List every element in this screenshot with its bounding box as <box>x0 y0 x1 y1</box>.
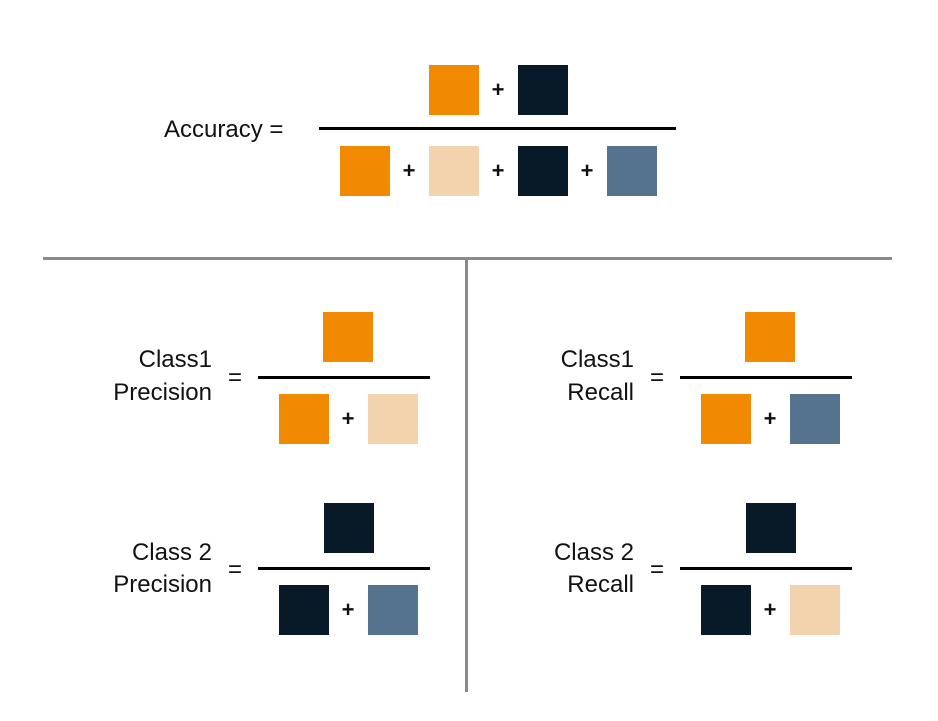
plus-sign: + <box>580 158 594 183</box>
accuracy-denominator-class2-correct-square <box>518 146 568 196</box>
accuracy-denominator-class1-incorrect-square <box>429 146 479 196</box>
plus-sign: + <box>341 597 355 622</box>
equals-sign: = <box>228 556 243 583</box>
class2-recall-fraction-line <box>680 567 852 570</box>
class2-recall-denominator-square-1 <box>701 585 751 635</box>
equals-sign: = <box>228 364 243 391</box>
class1-precision-label-line2: Precision <box>113 379 212 406</box>
class1-precision-label-line1: Class1 <box>138 346 212 373</box>
plus-sign: + <box>763 406 777 431</box>
accuracy-denominator-class1-correct-square <box>340 146 390 196</box>
class1-recall-numerator-square <box>745 312 795 362</box>
class2-precision-denominator-square-1 <box>279 585 329 635</box>
class1-precision-denominator-square-2 <box>368 394 418 444</box>
class1-recall-fraction-line <box>680 376 852 379</box>
class2-precision-label-line2: Precision <box>113 571 212 598</box>
class1-recall-label-line1: Class1 <box>560 346 634 373</box>
plus-sign: + <box>491 158 505 183</box>
equals-sign: = <box>650 364 665 391</box>
class1-recall-denominator-square-2 <box>790 394 840 444</box>
horizontal-divider <box>43 257 892 260</box>
equals-sign: = <box>650 556 665 583</box>
class2-recall-denominator-square-2 <box>790 585 840 635</box>
class1-precision-numerator-square <box>323 312 373 362</box>
class2-precision-fraction-line <box>258 567 430 570</box>
class2-recall-label-line2: Recall <box>567 571 634 598</box>
accuracy-fraction-line <box>319 127 676 130</box>
class2-precision-label-line1: Class 2 <box>131 539 212 566</box>
class2-precision-denominator-square-2 <box>368 585 418 635</box>
plus-sign: + <box>341 406 355 431</box>
class2-precision-numerator-square <box>324 503 374 553</box>
accuracy-numerator-class1-correct-square <box>429 65 479 115</box>
accuracy-denominator-class2-incorrect-square <box>607 146 657 196</box>
plus-sign: + <box>491 77 505 102</box>
class1-recall-label-line2: Recall <box>567 379 634 406</box>
accuracy-numerator-class2-correct-square <box>518 65 568 115</box>
accuracy-label: Accuracy = <box>164 116 284 143</box>
plus-sign: + <box>402 158 416 183</box>
class2-recall-label-line1: Class 2 <box>553 539 634 566</box>
plus-sign: + <box>763 597 777 622</box>
class1-recall-denominator-square-1 <box>701 394 751 444</box>
class2-recall-numerator-square <box>746 503 796 553</box>
class1-precision-denominator-square-1 <box>279 394 329 444</box>
vertical-divider <box>465 260 468 692</box>
class1-precision-fraction-line <box>258 376 430 379</box>
